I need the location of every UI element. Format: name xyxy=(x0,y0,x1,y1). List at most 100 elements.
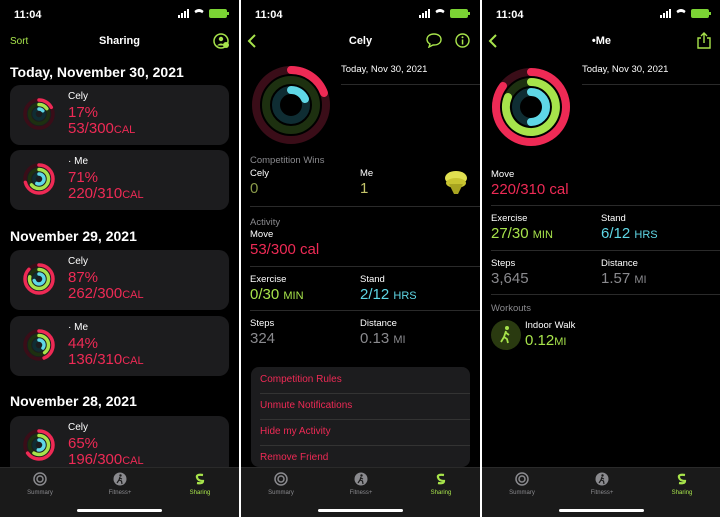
summary-icon xyxy=(274,472,288,486)
friend-card[interactable]: Cely 17% 53/300CAL xyxy=(10,85,229,145)
exercise-label: Exercise xyxy=(250,274,287,285)
share-icon[interactable] xyxy=(697,32,711,49)
activity-label: Activity xyxy=(250,217,281,228)
move-percent: 44% xyxy=(68,335,99,352)
competition-label: Competition Wins xyxy=(250,155,325,166)
divider xyxy=(341,84,480,85)
workouts-label: Workouts xyxy=(491,303,531,314)
menu-separator xyxy=(260,419,470,420)
divider xyxy=(250,266,480,267)
friend-name: · Me xyxy=(68,156,88,167)
summary-icon xyxy=(33,472,47,486)
page-title: Sharing xyxy=(99,35,140,47)
back-icon[interactable] xyxy=(488,34,498,48)
home-indicator xyxy=(318,509,403,512)
tab-fitness-plus[interactable]: Fitness+ xyxy=(567,472,637,496)
friend-card[interactable]: · Me 44% 136/310CAL xyxy=(10,316,229,376)
status-time: 11:04 xyxy=(14,9,42,21)
sharing-icon xyxy=(677,473,687,485)
tab-summary[interactable]: Summary xyxy=(487,472,557,496)
workout-row-icon-wrap[interactable] xyxy=(491,320,521,350)
detail-date: Today, Nov 30, 2021 xyxy=(582,64,669,75)
signal-icon xyxy=(419,9,430,18)
move-calories: 53/300CAL xyxy=(68,120,136,137)
distance-value: 0.13 MI xyxy=(360,330,406,347)
tab-sharing[interactable]: Sharing xyxy=(647,472,717,496)
workout-value: 0.12MI xyxy=(525,332,567,349)
status-icons xyxy=(178,9,229,18)
home-indicator xyxy=(77,509,162,512)
section-date: Today, November 30, 2021 xyxy=(10,64,184,80)
status-icons xyxy=(660,9,711,18)
status-icons xyxy=(419,9,470,18)
tab-summary[interactable]: Summary xyxy=(5,472,75,496)
divider xyxy=(250,310,480,311)
activity-ring-icon xyxy=(23,329,55,361)
exercise-value: 0/30 MIN xyxy=(250,286,304,303)
trophy-icon xyxy=(445,171,467,194)
friend-card[interactable]: · Me 71% 220/310CAL xyxy=(10,150,229,210)
add-friend-icon[interactable] xyxy=(213,33,229,49)
home-indicator xyxy=(559,509,644,512)
battery-icon xyxy=(209,9,229,18)
friend-name: Cely xyxy=(68,422,89,433)
tab-bar: Summary Fitness+ Sharing xyxy=(241,467,480,517)
competition-rules-button[interactable]: Competition Rules xyxy=(260,374,342,385)
battery-icon xyxy=(691,9,711,18)
message-icon[interactable] xyxy=(426,33,442,48)
me-label: Me xyxy=(360,168,374,179)
tab-sharing[interactable]: Sharing xyxy=(165,472,235,496)
status-time: 11:04 xyxy=(496,9,524,21)
friend-name: Cely xyxy=(68,256,89,267)
stand-value: 2/12 HRS xyxy=(360,286,417,303)
move-calories: 136/310CAL xyxy=(68,351,144,368)
exercise-value: 27/30 MIN xyxy=(491,225,553,242)
steps-label: Steps xyxy=(250,318,275,329)
me-detail-screen: 11:04 •Me Today, Nov 30, 2021 Move 220/3… xyxy=(482,0,720,517)
unmute-notifications-button[interactable]: Unmute Notifications xyxy=(260,400,353,411)
friend-detail-screen: 11:04 Cely Today, Nov 30, 2021 Competiti… xyxy=(241,0,480,517)
menu-separator xyxy=(260,445,470,446)
nav-bar: •Me xyxy=(482,30,720,54)
sort-button[interactable]: Sort xyxy=(10,36,29,47)
friend-card[interactable]: Cely 87% 262/300CAL xyxy=(10,250,229,310)
battery-icon xyxy=(450,9,470,18)
info-icon[interactable] xyxy=(455,33,470,48)
divider xyxy=(582,84,720,85)
move-percent: 65% xyxy=(68,435,99,452)
activity-ring-icon xyxy=(23,163,55,195)
steps-label: Steps xyxy=(491,258,516,269)
status-bar: 11:04 xyxy=(482,8,720,24)
detail-date: Today, Nov 30, 2021 xyxy=(341,64,428,75)
section-date: November 29, 2021 xyxy=(10,228,137,244)
wifi-icon xyxy=(675,9,687,18)
move-label: Move xyxy=(250,229,274,240)
walk-icon xyxy=(500,326,510,344)
friend-card[interactable]: Cely 65% 196/300CAL xyxy=(10,416,229,476)
move-calories: 220/310CAL xyxy=(68,185,144,202)
tab-sharing[interactable]: Sharing xyxy=(406,472,476,496)
hide-activity-button[interactable]: Hide my Activity xyxy=(260,426,331,437)
status-bar: 11:04 xyxy=(241,8,480,24)
stand-label: Stand xyxy=(360,274,385,285)
workout-name: Indoor Walk xyxy=(525,320,576,331)
summary-icon xyxy=(515,472,529,486)
divider xyxy=(491,294,720,295)
remove-friend-button[interactable]: Remove Friend xyxy=(260,452,329,463)
move-percent: 17% xyxy=(68,104,99,121)
me-wins: 1 xyxy=(360,180,369,197)
activity-rings xyxy=(492,68,570,146)
fitness-plus-icon xyxy=(595,472,609,486)
move-percent: 71% xyxy=(68,169,99,186)
status-time: 11:04 xyxy=(255,9,283,21)
tab-bar: Summary Fitness+ Sharing xyxy=(482,467,720,517)
tab-fitness-plus[interactable]: Fitness+ xyxy=(85,472,155,496)
activity-ring-icon xyxy=(23,429,55,461)
move-value: 53/300 cal xyxy=(250,241,320,258)
sharing-list-screen: 11:04 Sort Sharing Today, November 30, 2… xyxy=(0,0,239,517)
back-icon[interactable] xyxy=(247,34,257,48)
tab-fitness-plus[interactable]: Fitness+ xyxy=(326,472,396,496)
move-label: Move xyxy=(491,169,515,180)
divider xyxy=(491,250,720,251)
tab-summary[interactable]: Summary xyxy=(246,472,316,496)
